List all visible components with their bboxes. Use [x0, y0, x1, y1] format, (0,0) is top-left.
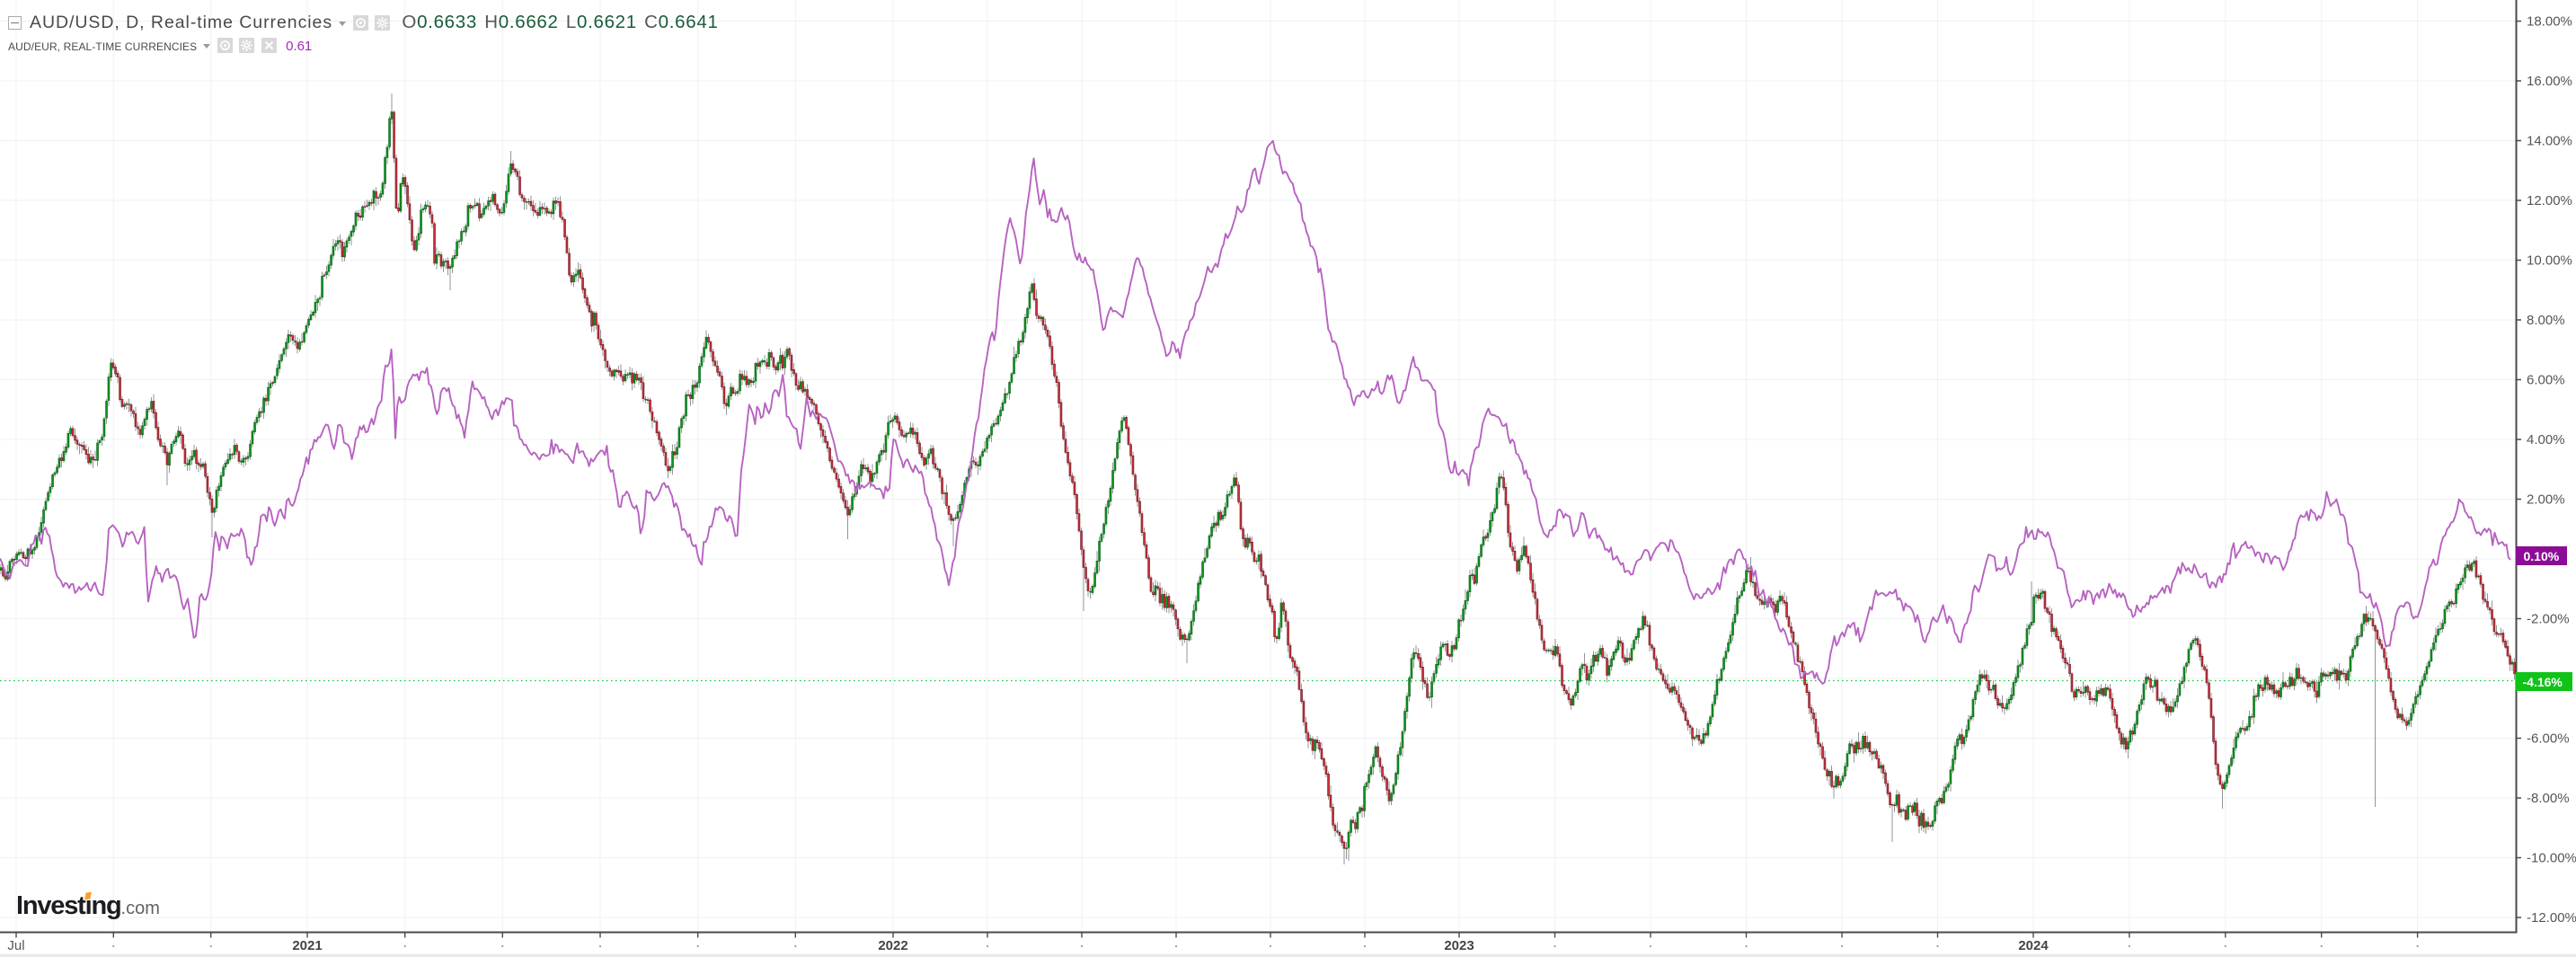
svg-text:4.00%: 4.00% — [2527, 432, 2565, 447]
svg-text:18.00%: 18.00% — [2527, 14, 2572, 30]
svg-text:Jul: Jul — [7, 938, 24, 953]
svg-text:-8.00%: -8.00% — [2527, 791, 2570, 806]
svg-text:-4.16%: -4.16% — [2523, 675, 2563, 689]
svg-text:2022: 2022 — [878, 938, 907, 953]
svg-text:-10.00%: -10.00% — [2527, 851, 2576, 866]
svg-text:-2.00%: -2.00% — [2527, 612, 2570, 627]
svg-text:14.00%: 14.00% — [2527, 134, 2572, 149]
svg-text:16.00%: 16.00% — [2527, 74, 2572, 89]
svg-text:6.00%: 6.00% — [2527, 373, 2565, 388]
svg-text:2024: 2024 — [2018, 938, 2049, 953]
svg-text:-12.00%: -12.00% — [2527, 910, 2576, 926]
svg-text:-6.00%: -6.00% — [2527, 731, 2570, 747]
svg-text:0.10%: 0.10% — [2524, 549, 2560, 563]
svg-text:8.00%: 8.00% — [2527, 313, 2565, 328]
svg-text:2.00%: 2.00% — [2527, 492, 2565, 508]
svg-text:2023: 2023 — [1444, 938, 1474, 953]
svg-text:2021: 2021 — [292, 938, 322, 953]
svg-text:10.00%: 10.00% — [2527, 253, 2572, 269]
svg-text:12.00%: 12.00% — [2527, 193, 2572, 208]
